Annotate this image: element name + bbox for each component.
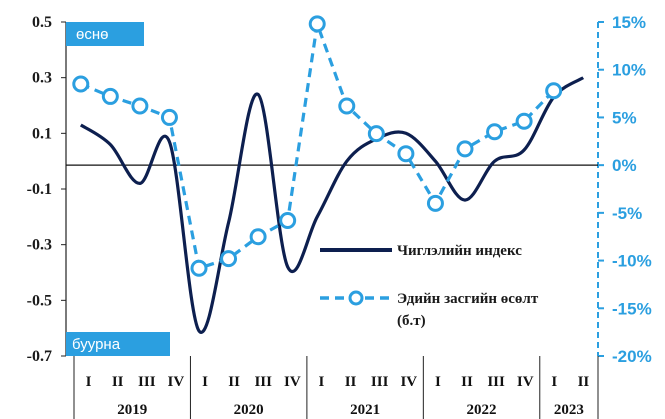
zone-label-bottom: буурна — [72, 336, 121, 353]
series-point-growth — [160, 108, 178, 126]
legend-label-growth-line2: (б.т) — [397, 313, 426, 329]
category-label: III — [371, 374, 389, 390]
series-line-index — [79, 76, 585, 334]
series-line-growth — [80, 23, 555, 271]
category-label: IV — [400, 374, 417, 390]
series-point-growth — [367, 125, 385, 143]
series-point-growth — [101, 87, 119, 105]
series-point-growth — [249, 228, 267, 246]
right-tick-label: -5% — [612, 204, 642, 223]
series-point-growth — [72, 75, 90, 93]
category-label: II — [578, 374, 590, 390]
series-point-growth — [456, 140, 474, 158]
left-tick-label: 0.1 — [32, 125, 52, 142]
left-tick-label: 0.3 — [32, 70, 52, 87]
year-label: 2022 — [467, 402, 497, 418]
series-point-growth — [426, 194, 444, 212]
series-point-growth — [545, 82, 563, 100]
category-label: I — [202, 374, 208, 390]
right-tick-label: 5% — [612, 108, 637, 127]
right-tick-label: -10% — [612, 252, 652, 271]
legend-swatch-growth-marker — [348, 290, 364, 306]
series-point-growth — [220, 250, 238, 268]
left-axis-ticks: 0.5 0.3 0.1 -0.1 -0.3 -0.5 -0.7 — [27, 14, 66, 365]
zone-label-bottom-bg — [66, 332, 170, 356]
legend: Чиглэлийн индекс Эдийн засгийн өсөлт (б.… — [320, 243, 539, 329]
left-tick-label: -0.7 — [27, 348, 52, 365]
series-point-growth — [397, 145, 415, 163]
category-label: III — [138, 374, 156, 390]
category-label: I — [435, 374, 441, 390]
series-point-growth — [308, 15, 326, 33]
series-layer — [72, 15, 585, 334]
series-point-growth — [279, 211, 297, 229]
category-label: I — [551, 374, 557, 390]
legend-label-index: Чиглэлийн индекс — [397, 243, 522, 259]
series-point-growth — [486, 123, 504, 141]
right-tick-label: 15% — [612, 13, 646, 32]
category-label: II — [228, 374, 240, 390]
zone-labels: өснө буурна — [66, 22, 170, 356]
category-label: IV — [168, 374, 185, 390]
right-tick-label: 10% — [612, 61, 646, 80]
category-label: II — [345, 374, 357, 390]
right-tick-label: -15% — [612, 299, 652, 318]
category-label: II — [461, 374, 473, 390]
year-label: 2021 — [350, 402, 380, 418]
left-tick-label: 0.5 — [32, 14, 52, 31]
category-label: III — [487, 374, 505, 390]
series-point-growth — [515, 112, 533, 130]
year-label: 2020 — [234, 402, 264, 418]
series-point-growth — [338, 97, 356, 115]
series-point-growth — [131, 97, 149, 115]
category-label: IV — [517, 374, 534, 390]
zone-label-top-bg — [66, 22, 144, 46]
left-tick-label: -0.1 — [27, 181, 52, 198]
legend-label-growth: Эдийн засгийн өсөлт — [397, 291, 539, 307]
category-label: III — [254, 374, 272, 390]
category-label: I — [319, 374, 325, 390]
year-label: 2019 — [117, 402, 147, 418]
right-axis-ticks: 15% 10% 5% 0% -5% -10% -15% -20% — [598, 13, 652, 366]
category-label: I — [86, 374, 92, 390]
series-point-growth — [190, 259, 208, 277]
left-tick-label: -0.3 — [27, 237, 52, 254]
year-label: 2023 — [554, 402, 584, 418]
left-tick-label: -0.5 — [27, 292, 52, 309]
right-tick-label: -20% — [612, 347, 652, 366]
category-label: II — [112, 374, 124, 390]
zone-label-top: өснө — [76, 26, 108, 43]
right-tick-label: 0% — [612, 156, 637, 175]
category-label: IV — [284, 374, 301, 390]
